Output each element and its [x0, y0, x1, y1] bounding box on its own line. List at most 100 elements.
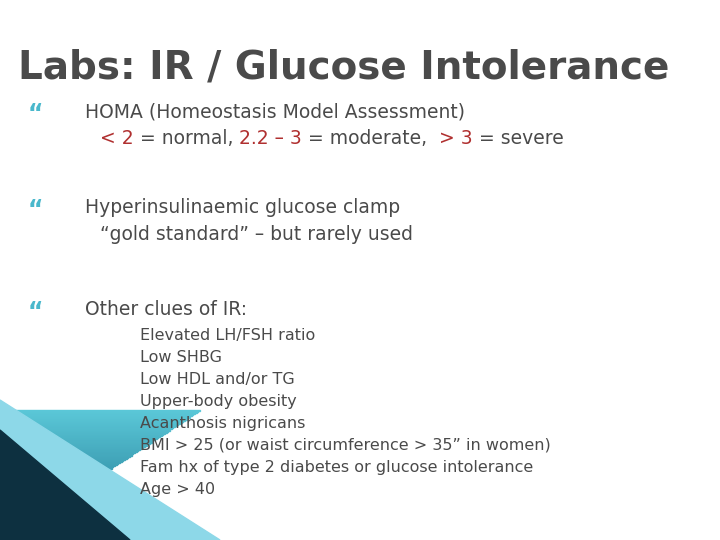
Bar: [0, 444, 147, 445]
Bar: [0, 510, 47, 511]
Bar: [0, 418, 186, 420]
Bar: [0, 536, 6, 537]
Bar: [0, 497, 67, 498]
Polygon shape: [0, 430, 130, 540]
Bar: [0, 511, 45, 512]
Bar: [0, 473, 104, 474]
Bar: [0, 464, 117, 465]
Bar: [0, 474, 102, 475]
Text: Fam hx of type 2 diabetes or glucose intolerance: Fam hx of type 2 diabetes or glucose int…: [140, 460, 534, 475]
Bar: [0, 517, 35, 518]
Bar: [0, 509, 48, 510]
Bar: [0, 531, 14, 532]
Bar: [0, 529, 17, 530]
Bar: [0, 469, 110, 470]
Bar: [0, 460, 123, 461]
Bar: [0, 537, 5, 538]
Bar: [0, 476, 99, 477]
Bar: [0, 505, 53, 507]
Bar: [0, 525, 23, 526]
Bar: [0, 482, 90, 483]
Bar: [0, 433, 165, 434]
Bar: [0, 441, 152, 442]
Bar: [0, 451, 137, 453]
Bar: [0, 448, 142, 449]
Bar: [0, 471, 107, 472]
Bar: [0, 526, 22, 527]
Bar: [0, 410, 200, 411]
Bar: [0, 434, 163, 435]
Bar: [0, 475, 100, 476]
Bar: [0, 414, 194, 415]
Bar: [0, 521, 30, 522]
Bar: [0, 454, 133, 455]
Polygon shape: [0, 400, 220, 540]
Bar: [0, 450, 138, 451]
Bar: [0, 495, 70, 496]
Bar: [0, 447, 143, 448]
Bar: [0, 532, 12, 534]
Bar: [0, 423, 180, 424]
Text: Other clues of IR:: Other clues of IR:: [85, 300, 247, 319]
Bar: [0, 455, 132, 456]
Bar: [0, 462, 120, 463]
Bar: [0, 534, 10, 535]
Bar: [0, 486, 84, 487]
Bar: [0, 439, 155, 440]
Bar: [0, 465, 115, 467]
Bar: [0, 422, 181, 423]
Bar: [0, 458, 127, 459]
Text: > 3: > 3: [439, 129, 472, 148]
Bar: [0, 515, 38, 516]
Bar: [0, 491, 75, 492]
Text: Low HDL and/or TG: Low HDL and/or TG: [140, 372, 294, 387]
Bar: [0, 512, 43, 513]
Bar: [0, 417, 189, 418]
Bar: [0, 472, 105, 473]
Text: BMI > 25 (or waist circumference > 35” in women): BMI > 25 (or waist circumference > 35” i…: [140, 438, 551, 453]
Bar: [0, 492, 73, 494]
Bar: [0, 496, 68, 497]
Text: “gold standard” – but rarely used: “gold standard” – but rarely used: [100, 225, 413, 244]
Bar: [0, 535, 9, 536]
Text: HOMA (Homeostasis Model Assessment): HOMA (Homeostasis Model Assessment): [85, 102, 465, 121]
Bar: [0, 425, 176, 426]
Bar: [0, 426, 175, 427]
Bar: [0, 504, 55, 505]
Bar: [0, 483, 89, 484]
Bar: [0, 421, 184, 422]
Bar: [0, 516, 37, 517]
Bar: [0, 538, 4, 539]
Bar: [0, 501, 60, 502]
Text: “: “: [28, 198, 43, 222]
Bar: [0, 477, 96, 478]
Bar: [0, 530, 15, 531]
Bar: [0, 539, 1, 540]
Bar: [0, 411, 198, 412]
Bar: [0, 430, 168, 431]
Bar: [0, 514, 40, 515]
Text: Hyperinsulinaemic glucose clamp: Hyperinsulinaemic glucose clamp: [85, 198, 400, 217]
Bar: [0, 424, 179, 425]
Bar: [0, 413, 195, 414]
Bar: [0, 487, 81, 488]
Bar: [0, 427, 174, 428]
Bar: [0, 442, 150, 443]
Bar: [0, 502, 58, 503]
Bar: [0, 513, 42, 514]
Text: Elevated LH/FSH ratio: Elevated LH/FSH ratio: [140, 328, 315, 343]
Bar: [0, 508, 50, 509]
Bar: [0, 416, 190, 417]
Bar: [0, 522, 28, 523]
Bar: [0, 524, 25, 525]
Bar: [0, 523, 27, 524]
Bar: [0, 437, 158, 438]
Bar: [0, 480, 94, 481]
Bar: [0, 499, 63, 500]
Bar: [0, 468, 112, 469]
Text: < 2: < 2: [100, 129, 134, 148]
Bar: [0, 459, 125, 460]
Bar: [0, 431, 166, 433]
Bar: [0, 443, 148, 444]
Bar: [0, 429, 170, 430]
